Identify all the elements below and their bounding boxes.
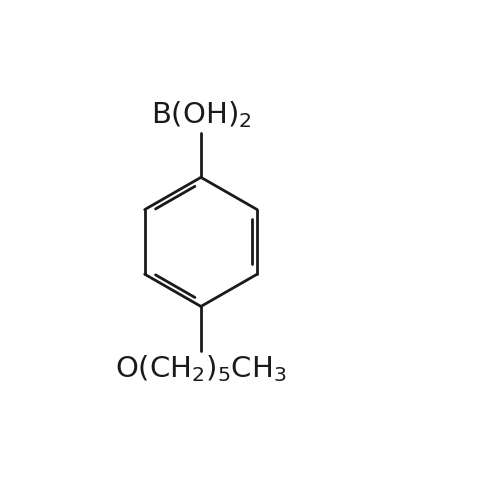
Text: B(OH)$_2$: B(OH)$_2$ — [150, 99, 251, 130]
Text: O(CH$_2$)$_5$CH$_3$: O(CH$_2$)$_5$CH$_3$ — [115, 354, 287, 385]
